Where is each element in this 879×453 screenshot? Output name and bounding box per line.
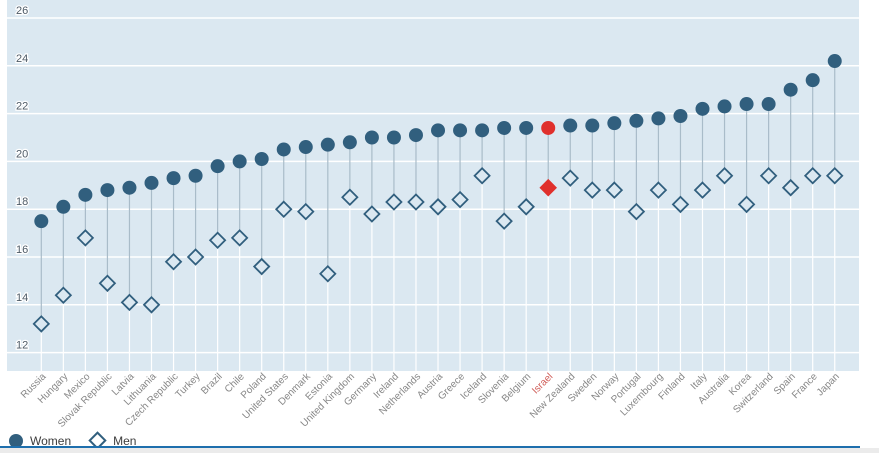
men-point-spain[interactable]	[781, 178, 800, 197]
men-point-australia[interactable]	[715, 166, 734, 185]
y-tick-label-18: 18	[16, 196, 28, 208]
y-tick-label-16: 16	[16, 244, 28, 256]
women-point-poland[interactable]	[254, 152, 269, 167]
women-point-chile[interactable]	[232, 154, 247, 169]
chart-legend: Women Men	[9, 431, 137, 450]
men-point-turkey[interactable]	[186, 248, 205, 266]
women-point-united-kingdom[interactable]	[342, 135, 357, 150]
men-point-korea[interactable]	[737, 195, 756, 214]
men-point-greece[interactable]	[451, 190, 469, 209]
footer-accent-line	[0, 446, 860, 448]
women-point-germany[interactable]	[364, 130, 379, 145]
men-point-russia[interactable]	[32, 315, 51, 333]
men-point-japan[interactable]	[825, 166, 844, 185]
men-point-italy[interactable]	[693, 181, 712, 199]
men-point-slovenia[interactable]	[495, 212, 513, 230]
footer-strip	[0, 448, 879, 453]
women-point-estonia[interactable]	[320, 137, 335, 152]
women-point-luxembourg[interactable]	[651, 111, 666, 126]
women-point-lithuania[interactable]	[144, 175, 159, 190]
men-point-austria[interactable]	[429, 198, 447, 216]
men-point-iceland[interactable]	[473, 166, 491, 185]
men-point-germany[interactable]	[363, 205, 381, 223]
men-point-norway[interactable]	[605, 181, 624, 199]
women-point-finland[interactable]	[673, 108, 688, 123]
women-point-switzerland[interactable]	[761, 97, 776, 112]
men-point-belgium[interactable]	[517, 198, 535, 216]
men-point-slovak-republic[interactable]	[98, 274, 117, 293]
women-point-italy[interactable]	[695, 101, 710, 116]
x-label-turkey: Turkey	[174, 371, 203, 400]
men-point-united-kingdom[interactable]	[341, 188, 359, 207]
men-point-finland[interactable]	[671, 195, 690, 214]
women-point-united-states[interactable]	[276, 142, 291, 157]
x-label-france: France	[790, 371, 820, 401]
legend-item-women[interactable]: Women	[9, 433, 72, 448]
women-point-australia[interactable]	[717, 99, 732, 114]
men-point-united-states[interactable]	[274, 200, 293, 218]
women-point-czech-republic[interactable]	[166, 171, 181, 186]
men-point-czech-republic[interactable]	[164, 253, 183, 271]
y-tick-label-24: 24	[16, 53, 28, 65]
legend-label-men: Men	[113, 433, 137, 448]
men-point-estonia[interactable]	[319, 264, 337, 283]
men-point-latvia[interactable]	[120, 293, 139, 312]
men-point-denmark[interactable]	[297, 202, 315, 221]
women-point-sweden[interactable]	[585, 118, 600, 133]
women-point-france[interactable]	[805, 73, 820, 88]
women-point-iceland[interactable]	[475, 123, 490, 138]
men-point-sweden[interactable]	[583, 181, 602, 199]
women-point-slovak-republic[interactable]	[100, 183, 115, 198]
men-point-portugal[interactable]	[627, 202, 646, 221]
women-point-austria[interactable]	[431, 123, 446, 138]
women-point-norway[interactable]	[607, 116, 622, 131]
men-point-switzerland[interactable]	[759, 166, 778, 185]
y-tick-label-22: 22	[16, 101, 28, 113]
women-point-korea[interactable]	[739, 97, 754, 112]
men-point-netherlands[interactable]	[407, 193, 425, 211]
men-point-mexico[interactable]	[76, 229, 95, 247]
women-point-mexico[interactable]	[78, 187, 93, 202]
women-point-netherlands[interactable]	[408, 128, 423, 143]
y-tick-label-14: 14	[16, 292, 28, 304]
women-point-denmark[interactable]	[298, 140, 313, 155]
men-point-luxembourg[interactable]	[649, 181, 668, 199]
women-point-portugal[interactable]	[629, 113, 644, 128]
men-point-israel[interactable]	[539, 178, 557, 197]
women-point-latvia[interactable]	[122, 180, 137, 195]
men-point-chile[interactable]	[230, 229, 249, 247]
men-point-france[interactable]	[803, 166, 822, 185]
women-point-ireland[interactable]	[386, 130, 401, 145]
women-point-russia[interactable]	[34, 214, 49, 229]
women-point-israel[interactable]	[541, 120, 556, 135]
women-point-new-zealand[interactable]	[563, 118, 578, 133]
legend-label-women: Women	[30, 433, 72, 448]
women-point-hungary[interactable]	[56, 199, 71, 214]
women-point-greece[interactable]	[453, 123, 468, 138]
x-label-japan: Japan	[815, 371, 842, 398]
men-point-hungary[interactable]	[54, 286, 73, 305]
y-tick-label-20: 20	[16, 148, 28, 160]
y-tick-label-26: 26	[16, 5, 28, 17]
women-point-belgium[interactable]	[519, 120, 534, 135]
men-point-brazil[interactable]	[208, 231, 227, 250]
men-point-new-zealand[interactable]	[561, 169, 580, 187]
y-tick-label-12: 12	[16, 340, 28, 352]
men-point-ireland[interactable]	[385, 193, 403, 211]
x-label-brazil: Brazil	[199, 371, 224, 396]
women-point-turkey[interactable]	[188, 168, 203, 183]
legend-item-men[interactable]: Men	[88, 431, 137, 450]
women-point-spain[interactable]	[783, 82, 798, 97]
women-point-brazil[interactable]	[210, 159, 225, 174]
men-point-lithuania[interactable]	[142, 296, 161, 314]
women-filled-circle-icon	[9, 433, 23, 448]
women-point-slovenia[interactable]	[497, 120, 512, 135]
women-point-japan[interactable]	[827, 54, 842, 69]
men-point-poland[interactable]	[252, 257, 271, 276]
